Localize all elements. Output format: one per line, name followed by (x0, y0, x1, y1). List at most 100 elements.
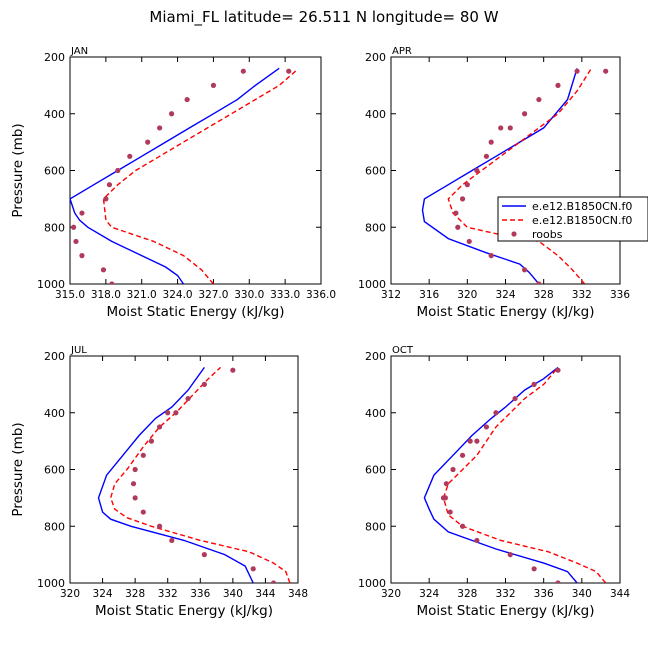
obs-point (447, 509, 453, 515)
obs-point (73, 238, 79, 245)
x-tick-label: 312 (381, 289, 401, 301)
x-tick-label: 315.0 (55, 289, 85, 301)
x-tick-label: 324.0 (163, 289, 193, 301)
obs-point (169, 537, 175, 544)
panel-oct: OCT 320 324 328 332 336 340 344 200 400 600 800 1000… (358, 345, 630, 619)
model2-line (447, 67, 592, 284)
obs-point (109, 281, 115, 284)
x-tick-label: 332 (572, 289, 592, 301)
x-tick-label: 320 (60, 588, 80, 600)
x-tick-label: 344 (255, 588, 275, 600)
x-tick-label: 336 (534, 588, 554, 600)
legend-swatch-obs (511, 231, 517, 237)
x-tick-label: 324 (419, 588, 439, 600)
y-tick-label: 200 (44, 51, 65, 64)
y-tick-label: 200 (44, 350, 65, 363)
obs-point (440, 495, 447, 501)
series-group (423, 366, 607, 583)
y-tick-label: 1000 (37, 278, 65, 291)
obs-point (493, 410, 499, 416)
obs-point (603, 68, 609, 74)
obs-point (450, 466, 456, 473)
obs-point (536, 281, 542, 284)
obs-point (140, 509, 146, 515)
obs-point (555, 367, 561, 373)
x-tick-label: 348 (288, 588, 308, 600)
obs-point (127, 153, 133, 159)
obs-point (474, 167, 480, 174)
obs-point (156, 523, 163, 529)
obs-point (148, 438, 155, 444)
obs-point (536, 96, 542, 103)
x-tick-label: 327.0 (198, 289, 228, 301)
obs-point (507, 125, 513, 131)
panel-jan: JAN 315.0 318.0 321.0 324.0 327.0 330.0 333.0 33… (10, 46, 336, 320)
obs-point (165, 410, 171, 416)
x-axis-label: Moist Static Energy (kJ/kg) (107, 304, 285, 320)
obs-point (106, 182, 113, 188)
series-group (421, 67, 609, 284)
x-tick-label: 328 (125, 588, 145, 600)
x-tick-label: 318.0 (91, 289, 121, 301)
obs-point (70, 224, 77, 230)
obs-point (100, 267, 107, 273)
obs-point (459, 196, 466, 202)
y-tick-label: 400 (44, 407, 65, 420)
x-tick-label: 320 (457, 289, 477, 301)
obs-point (531, 381, 537, 387)
obs-point (230, 367, 236, 373)
x-tick-label: 336 (610, 289, 630, 301)
model2-line (109, 366, 291, 583)
obs-point (488, 253, 494, 259)
x-tick-label: 333.0 (270, 289, 300, 301)
y-tick-label: 1000 (358, 278, 386, 291)
obs-point (443, 481, 449, 487)
obs-point (483, 424, 490, 430)
obs-point (474, 438, 480, 444)
obs-point (173, 410, 179, 416)
panel-label: JUL (70, 345, 87, 356)
y-tick-label: 400 (365, 407, 386, 420)
obs-point (145, 139, 151, 145)
y-axis-label: Pressure (mb) (10, 123, 26, 217)
panel-label: OCT (392, 345, 414, 356)
model1-line (70, 67, 280, 284)
obs-point (555, 82, 561, 88)
x-tick-label: 328 (457, 588, 477, 600)
obs-point (210, 82, 217, 88)
obs-point (474, 537, 480, 544)
obs-point (498, 125, 504, 131)
x-tick-label: 324 (93, 588, 113, 600)
obs-point (286, 68, 292, 74)
panel-apr: APR 312 316 320 324 328 332 336 200 400 600 800 1000… (358, 46, 630, 320)
obs-point (574, 68, 580, 74)
obs-point (531, 566, 537, 572)
obs-point (140, 452, 146, 458)
y-tick-label: 600 (365, 464, 386, 477)
plot-frame (390, 56, 621, 285)
model1-line (423, 366, 578, 583)
obs-point (132, 495, 138, 501)
obs-point (455, 224, 461, 230)
obs-point (157, 125, 163, 131)
y-tick-label: 400 (365, 108, 386, 121)
model1-line (421, 68, 578, 284)
obs-point (168, 111, 175, 117)
plot-frame (69, 355, 299, 584)
obs-point (201, 381, 207, 387)
panel-jul: JUL 320 324 328 332 336 340 344 348 200 400 600 800 1… (10, 345, 308, 619)
model2-line (102, 69, 298, 284)
y-tick-label: 800 (365, 221, 386, 234)
obs-point (201, 552, 207, 558)
x-tick-label: 332 (495, 588, 515, 600)
obs-point (79, 253, 85, 259)
x-tick-label: 340 (223, 588, 243, 600)
obs-point (79, 210, 85, 216)
model2-line (442, 366, 607, 583)
obs-point (512, 395, 518, 402)
y-tick-label: 200 (365, 51, 386, 64)
obs-point (467, 438, 473, 444)
obs-point (250, 566, 256, 572)
y-tick-label: 1000 (37, 577, 65, 590)
